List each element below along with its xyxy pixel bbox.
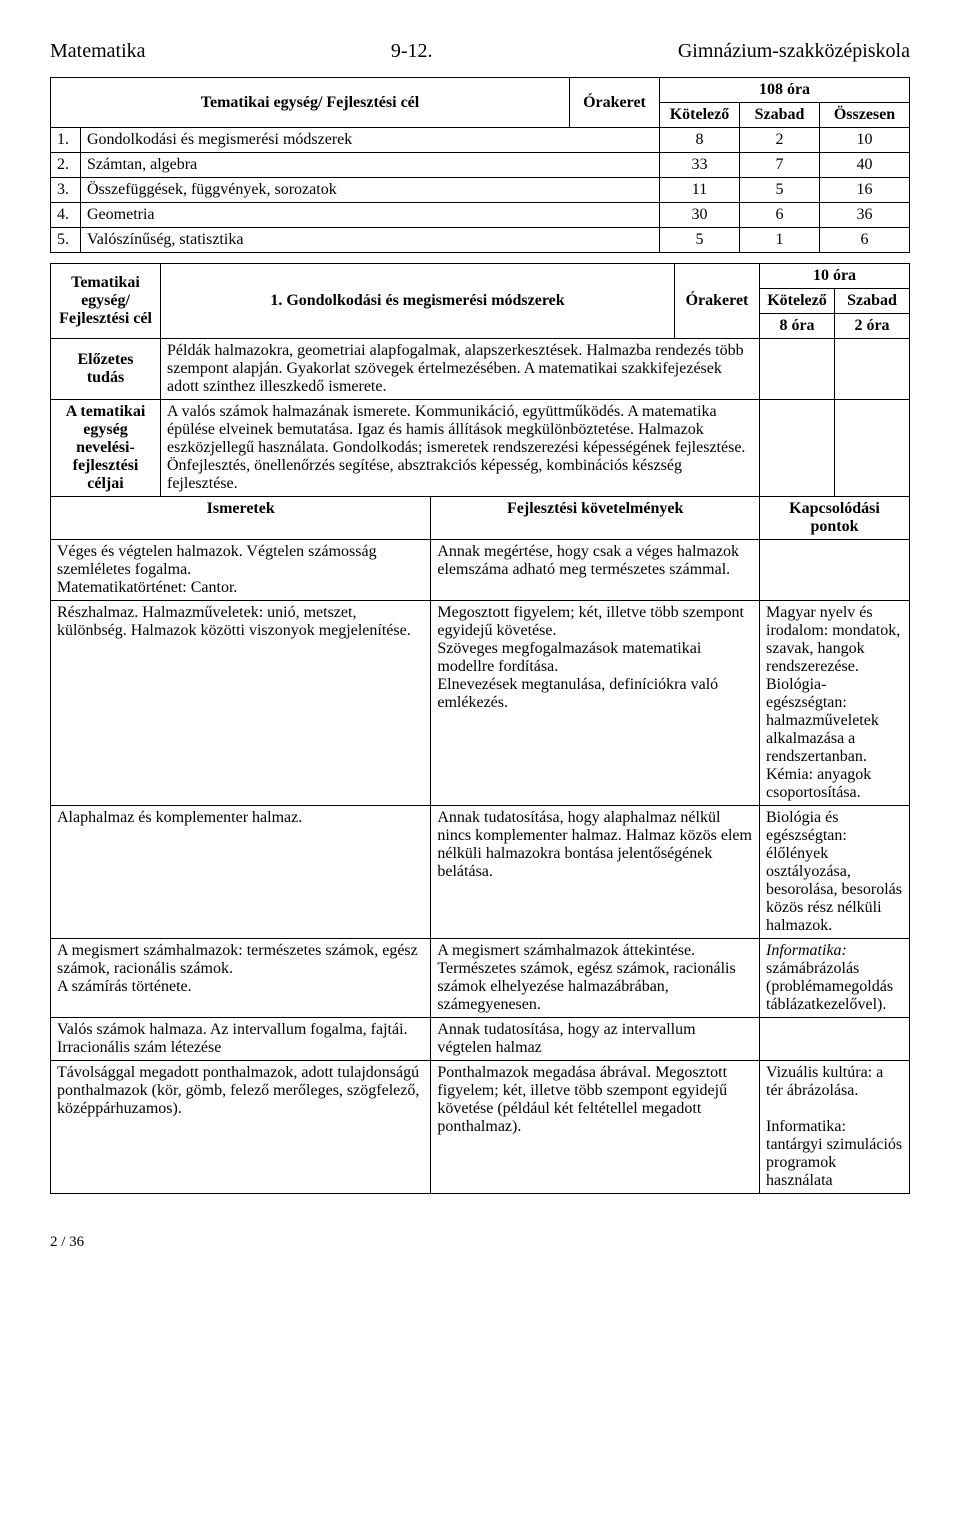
header-left: Matematika — [50, 40, 146, 63]
cell-ismeretek: Véges és végtelen halmazok. Végtelen szá… — [51, 540, 431, 601]
row-s: 5 — [740, 178, 820, 203]
content-row: A megismert számhalmazok: természetes sz… — [51, 939, 910, 1018]
elozetes-label: Előzetes tudás — [51, 339, 161, 400]
row-name: Valószínűség, statisztika — [81, 228, 660, 253]
row-k: 5 — [660, 228, 740, 253]
cell-ismeretek: Alaphalmaz és komplementer halmaz. — [51, 806, 431, 939]
unit-orakeret: Órakeret — [675, 264, 760, 339]
unit-title: 1. Gondolkodási és megismerési módszerek — [161, 264, 675, 339]
table-row: 4. Geometria 30 6 36 — [51, 203, 910, 228]
empty-cell — [835, 400, 910, 497]
cell-fejlesztesi: Ponthalmazok megadása ábrával. Megosztot… — [431, 1061, 760, 1194]
cell-kapcsolodasi — [760, 1018, 910, 1061]
header-center: 9-12. — [391, 40, 433, 63]
row-s: 7 — [740, 153, 820, 178]
row-num: 3. — [51, 178, 81, 203]
row-s: 1 — [740, 228, 820, 253]
cell-fejlesztesi: Annak tudatosítása, hogy az intervallum … — [431, 1018, 760, 1061]
row-name: Összefüggések, függvények, sorozatok — [81, 178, 660, 203]
total-hours: 108 óra — [660, 78, 910, 103]
cel-text: A valós számok halmazának ismerete. Komm… — [161, 400, 760, 497]
page-footer: 2 / 36 — [50, 1234, 910, 1251]
col-kapcsolodasi: Kapcsolódási pontok — [760, 497, 910, 540]
unit-label-cell: Tematikai egység/ Fejlesztési cél — [51, 78, 570, 128]
empty-cell — [760, 339, 835, 400]
page-header: Matematika 9-12. Gimnázium-szakközépisko… — [50, 40, 910, 63]
cell-ismeretek: Távolsággal megadott ponthalmazok, adott… — [51, 1061, 431, 1194]
row-name: Számtan, algebra — [81, 153, 660, 178]
row-k: 30 — [660, 203, 740, 228]
header-right: Gimnázium-szakközépiskola — [678, 40, 910, 63]
unit-detail-table: Tematikai egység/ Fejlesztési cél 1. Gon… — [50, 263, 910, 1194]
cel-label: A tematikai egység nevelési-fejlesztési … — [51, 400, 161, 497]
cell-kapcsolodasi: Biológia és egészségtan: élőlények osztá… — [760, 806, 910, 939]
table-row: 2. Számtan, algebra 33 7 40 — [51, 153, 910, 178]
cell-ismeretek: A megismert számhalmazok: természetes sz… — [51, 939, 431, 1018]
cell-kapcsolodasi: Vizuális kultúra: a tér ábrázolása. Info… — [760, 1061, 910, 1194]
empty-cell — [835, 339, 910, 400]
cell-fejlesztesi: Annak megértése, hogy csak a véges halma… — [431, 540, 760, 601]
empty-cell — [760, 400, 835, 497]
cell-ismeretek: Részhalmaz. Halmazműveletek: unió, metsz… — [51, 601, 431, 806]
row-num: 1. — [51, 128, 81, 153]
text-after-italic: számábrázolás (problémamegoldás táblázat… — [766, 960, 893, 1013]
unit-total-hours: 10 óra — [760, 264, 910, 289]
cell-fejlesztesi: A megismert számhalmazok áttekintése. Te… — [431, 939, 760, 1018]
elozetes-text: Példák halmazokra, geometriai alapfogalm… — [161, 339, 760, 400]
col-osszesen: Összesen — [820, 103, 910, 128]
row-num: 5. — [51, 228, 81, 253]
row-o: 6 — [820, 228, 910, 253]
content-row: Véges és végtelen halmazok. Végtelen szá… — [51, 540, 910, 601]
col-szabad: Szabad — [740, 103, 820, 128]
row-name: Geometria — [81, 203, 660, 228]
table-row: 3. Összefüggések, függvények, sorozatok … — [51, 178, 910, 203]
italic-text: Informatika: — [766, 942, 847, 959]
unit-hours-s: 2 óra — [835, 314, 910, 339]
content-row: Részhalmaz. Halmazműveletek: unió, metsz… — [51, 601, 910, 806]
row-k: 33 — [660, 153, 740, 178]
table-row: 5. Valószínűség, statisztika 5 1 6 — [51, 228, 910, 253]
row-s: 6 — [740, 203, 820, 228]
row-num: 2. — [51, 153, 81, 178]
cell-fejlesztesi: Megosztott figyelem; két, illetve több s… — [431, 601, 760, 806]
col-ismeretek: Ismeretek — [51, 497, 431, 540]
content-row: Alaphalmaz és komplementer halmaz. Annak… — [51, 806, 910, 939]
row-s: 2 — [740, 128, 820, 153]
unit-hours-k: 8 óra — [760, 314, 835, 339]
cell-kapcsolodasi: Informatika: számábrázolás (problémamego… — [760, 939, 910, 1018]
content-row: Távolsággal megadott ponthalmazok, adott… — [51, 1061, 910, 1194]
row-o: 40 — [820, 153, 910, 178]
row-k: 11 — [660, 178, 740, 203]
hours-summary-table: Tematikai egység/ Fejlesztési cél Óraker… — [50, 77, 910, 253]
row-o: 36 — [820, 203, 910, 228]
row-o: 16 — [820, 178, 910, 203]
table-row: 1. Gondolkodási és megismerési módszerek… — [51, 128, 910, 153]
col-kotelezo: Kötelező — [660, 103, 740, 128]
row-o: 10 — [820, 128, 910, 153]
unit-left-label: Tematikai egység/ Fejlesztési cél — [51, 264, 161, 339]
cell-ismeretek: Valós számok halmaza. Az intervallum fog… — [51, 1018, 431, 1061]
row-k: 8 — [660, 128, 740, 153]
row-name: Gondolkodási és megismerési módszerek — [81, 128, 660, 153]
orakeret-label: Órakeret — [570, 78, 660, 128]
unit-szabad: Szabad — [835, 289, 910, 314]
cell-fejlesztesi: Annak tudatosítása, hogy alaphalmaz nélk… — [431, 806, 760, 939]
unit-kotelezo: Kötelező — [760, 289, 835, 314]
content-row: Valós számok halmaza. Az intervallum fog… — [51, 1018, 910, 1061]
cell-kapcsolodasi: Magyar nyelv és irodalom: mondatok, szav… — [760, 601, 910, 806]
col-fejlesztesi: Fejlesztési követelmények — [431, 497, 760, 540]
cell-kapcsolodasi — [760, 540, 910, 601]
row-num: 4. — [51, 203, 81, 228]
